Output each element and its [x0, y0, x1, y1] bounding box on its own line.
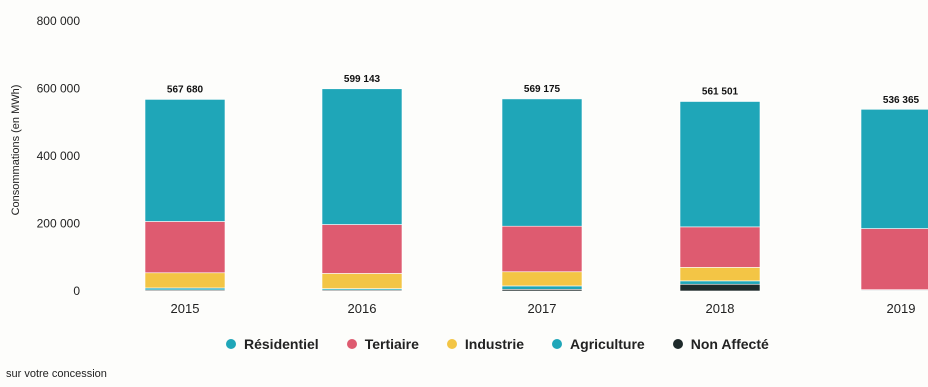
x-tick-label-2017: 2017 — [528, 301, 557, 316]
bar-segment-residentiel-2019 — [860, 109, 928, 229]
x-tick-label-2016: 2016 — [348, 301, 377, 316]
bar-segment-tertiaire-2018 — [679, 226, 761, 268]
legend-item-residentiel: Résidentiel — [226, 336, 319, 352]
legend-marker-industrie — [446, 339, 457, 349]
bar-segment-industrie-2015 — [144, 272, 226, 289]
legend-label-tertiaire: Tertiaire — [364, 336, 419, 352]
total-label-2015: 567 680 — [167, 84, 204, 95]
bar-segment-non-affecte-2018 — [679, 283, 761, 292]
legend-item-industrie: Industrie — [446, 336, 525, 352]
x-tick-label-2019: 2019 — [887, 301, 916, 316]
y-axis: 0 200 000 400 000 600 000 800 000 Consommatio… — [10, 14, 80, 298]
bar-segment-agriculture-2015 — [144, 287, 226, 291]
legend-marker-tertiaire — [346, 339, 357, 349]
x-tick-label-2015: 2015 — [171, 301, 200, 316]
y-tick-label: 600 000 — [37, 82, 81, 96]
bar-segment-industrie-2018 — [679, 267, 761, 282]
legend-marker-residentiel — [226, 339, 236, 349]
bar-segment-industrie-2017 — [501, 271, 583, 287]
legend-item-tertiaire: Tertiaire — [346, 336, 419, 352]
legend-label-industrie: Industrie — [464, 336, 525, 352]
bar-segment-residentiel-2016 — [321, 88, 403, 225]
x-axis: 2015 2016 2017 2018 2019 — [171, 301, 916, 316]
footer-note: sur votre concession — [6, 368, 107, 380]
bar-segment-residentiel-2017 — [501, 98, 583, 227]
x-tick-label-2018: 2018 — [706, 301, 735, 316]
bars — [144, 88, 928, 292]
legend-label-agriculture: Agriculture — [570, 336, 645, 352]
total-label-2017: 569 175 — [524, 84, 561, 95]
bar-segment-industrie-2016 — [321, 273, 403, 289]
bar-segment-residentiel-2018 — [679, 101, 761, 228]
legend-marker-agriculture — [552, 339, 563, 349]
total-labels: 567 680 599 143 569 175 561 501 536 365 — [167, 74, 920, 106]
bar-segment-tertiaire-2015 — [144, 221, 226, 274]
total-label-2018: 561 501 — [702, 86, 739, 97]
y-tick-label: 0 — [73, 284, 80, 298]
legend-label-residentiel: Résidentiel — [244, 336, 319, 352]
bar-segment-agriculture-2017 — [501, 285, 583, 290]
y-tick-label: 400 000 — [37, 149, 81, 163]
legend-item-agriculture: Agriculture — [552, 336, 645, 352]
total-label-2019: 536 365 — [883, 95, 920, 106]
y-tick-label: 200 000 — [37, 217, 81, 231]
legend-label-non-affecte: Non Affecté — [690, 336, 769, 352]
bar-segment-tertiaire-2019 — [860, 228, 928, 290]
y-tick-label: 800 000 — [37, 14, 81, 28]
total-label-2016: 599 143 — [344, 74, 381, 85]
bar-segment-tertiaire-2017 — [501, 225, 583, 273]
y-axis-title: Consommations (en MWh) — [10, 85, 22, 216]
legend: Résidentiel Tertiaire Industrie Agricult… — [226, 336, 769, 352]
legend-marker-non-affecte — [672, 339, 683, 349]
bar-segment-residentiel-2015 — [144, 99, 226, 222]
legend-item-non-affecte: Non Affecté — [672, 336, 769, 352]
bar-segment-agriculture-2018 — [679, 280, 761, 285]
bar-segment-tertiaire-2016 — [321, 224, 403, 274]
